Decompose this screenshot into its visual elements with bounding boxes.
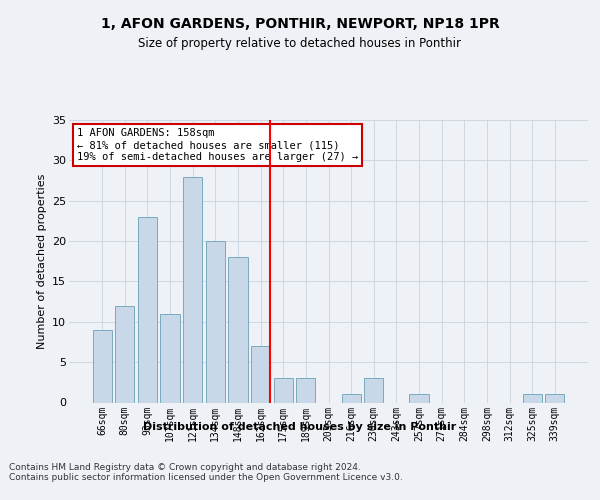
- Bar: [274, 378, 293, 402]
- Bar: [409, 394, 428, 402]
- Text: Distribution of detached houses by size in Ponthir: Distribution of detached houses by size …: [143, 422, 457, 432]
- Bar: [364, 378, 383, 402]
- Bar: [92, 330, 112, 402]
- Bar: [523, 394, 542, 402]
- Text: Size of property relative to detached houses in Ponthir: Size of property relative to detached ho…: [139, 38, 461, 51]
- Bar: [229, 257, 248, 402]
- Text: 1, AFON GARDENS, PONTHIR, NEWPORT, NP18 1PR: 1, AFON GARDENS, PONTHIR, NEWPORT, NP18 …: [101, 18, 499, 32]
- Bar: [183, 176, 202, 402]
- Bar: [545, 394, 565, 402]
- Bar: [138, 217, 157, 402]
- Bar: [115, 306, 134, 402]
- Bar: [251, 346, 270, 403]
- Text: 1 AFON GARDENS: 158sqm
← 81% of detached houses are smaller (115)
19% of semi-de: 1 AFON GARDENS: 158sqm ← 81% of detached…: [77, 128, 358, 162]
- Bar: [160, 314, 180, 402]
- Y-axis label: Number of detached properties: Number of detached properties: [37, 174, 47, 349]
- Bar: [206, 241, 225, 402]
- Text: Contains HM Land Registry data © Crown copyright and database right 2024.
Contai: Contains HM Land Registry data © Crown c…: [9, 462, 403, 482]
- Bar: [296, 378, 316, 402]
- Bar: [341, 394, 361, 402]
